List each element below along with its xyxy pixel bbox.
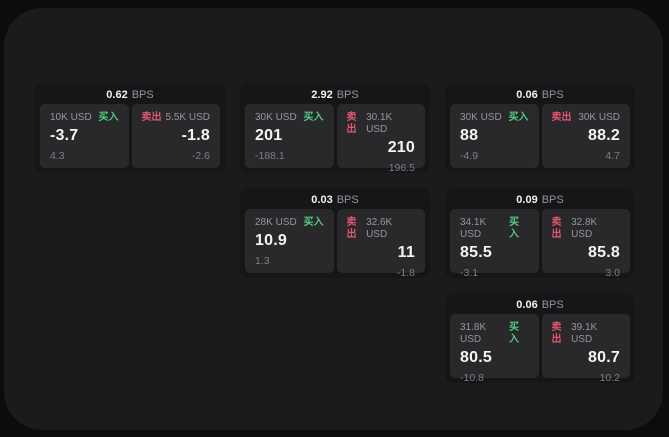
sell-cell[interactable]: 卖出 39.1K USD 80.7 10.2 xyxy=(541,314,630,384)
quote-card: 2.92 BPS 30K USD 买入 201 -188.1 卖出 30.1K … xyxy=(240,83,430,174)
bps-value: 0.06 xyxy=(516,298,538,311)
card-header: 0.06 BPS xyxy=(445,293,635,314)
buy-cell[interactable]: 30K USD 买入 88 -4.9 xyxy=(450,104,539,168)
sell-change: 10.2 xyxy=(599,372,620,384)
sell-side-label: 卖出 xyxy=(346,112,357,135)
buy-cell[interactable]: 28K USD 买入 10.9 1.3 xyxy=(245,209,334,273)
quote-card: 0.03 BPS 28K USD 买入 10.9 1.3 卖出 32.6K US… xyxy=(240,188,430,279)
quote-card: 0.09 BPS 34.1K USD 买入 85.5 -3.1 卖出 32.8K… xyxy=(445,188,635,279)
buy-cell[interactable]: 31.8K USD 买入 80.5 -10.8 xyxy=(450,314,539,384)
buy-change: 4.3 xyxy=(50,150,65,162)
sell-cell[interactable]: 卖出 32.8K USD 85.8 3.0 xyxy=(541,209,630,279)
buy-price: 80.5 xyxy=(460,349,492,366)
bps-value: 2.92 xyxy=(311,88,333,101)
bps-value: 0.62 xyxy=(106,88,128,101)
buy-change: -10.8 xyxy=(460,372,484,384)
bps-unit-label: BPS xyxy=(541,298,564,311)
buy-size-label: 30K USD xyxy=(255,112,297,123)
sell-size-label: 30.1K USD xyxy=(366,112,393,135)
sell-price: 11 xyxy=(397,244,415,261)
sell-cell[interactable]: 卖出 30.1K USD 210 196.5 xyxy=(336,104,425,174)
bps-value: 0.06 xyxy=(516,88,538,101)
buy-price: 88 xyxy=(460,127,479,144)
buy-side-label: 买入 xyxy=(98,112,119,123)
buy-size-label: 28K USD xyxy=(255,217,297,228)
bps-unit-label: BPS xyxy=(131,88,154,101)
sell-side-label: 卖出 xyxy=(551,322,562,345)
bps-unit-label: BPS xyxy=(336,88,359,101)
bps-unit-label: BPS xyxy=(541,193,564,206)
buy-side-label: 买入 xyxy=(303,217,324,228)
card-header: 2.92 BPS xyxy=(240,83,430,104)
sell-change: 196.5 xyxy=(388,162,415,174)
sell-price: 88.2 xyxy=(588,127,620,144)
sell-price: -1.8 xyxy=(181,127,210,144)
quote-card: 0.06 BPS 31.8K USD 买入 80.5 -10.8 卖出 39.1… xyxy=(445,293,635,384)
buy-size-label: 30K USD xyxy=(460,112,502,123)
buy-side-label: 买入 xyxy=(508,112,529,123)
bps-value: 0.03 xyxy=(311,193,333,206)
sell-price: 210 xyxy=(387,139,415,156)
buy-change: 1.3 xyxy=(255,255,270,267)
card-header: 0.62 BPS xyxy=(35,83,225,104)
sell-size-label: 39.1K USD xyxy=(571,322,598,345)
buy-cell[interactable]: 30K USD 买入 201 -188.1 xyxy=(245,104,334,168)
sell-side-label: 卖出 xyxy=(551,112,572,123)
buy-size-label: 10K USD xyxy=(50,112,92,123)
sell-side-label: 卖出 xyxy=(141,112,162,123)
sell-change: 4.7 xyxy=(605,150,620,162)
quote-card: 0.62 BPS 10K USD 买入 -3.7 4.3 卖出 5.5K USD… xyxy=(35,83,225,173)
sell-cell[interactable]: 卖出 32.6K USD 11 -1.8 xyxy=(336,209,425,279)
buy-side-label: 买入 xyxy=(508,322,519,345)
buy-price: 201 xyxy=(255,127,283,144)
card-header: 0.03 BPS xyxy=(240,188,430,209)
bps-unit-label: BPS xyxy=(336,193,359,206)
sell-price: 85.8 xyxy=(588,244,620,261)
buy-price: 10.9 xyxy=(255,232,287,249)
bps-unit-label: BPS xyxy=(541,88,564,101)
card-header: 0.09 BPS xyxy=(445,188,635,209)
sell-change: -2.6 xyxy=(191,150,210,162)
buy-side-label: 买入 xyxy=(508,217,519,240)
buy-cell[interactable]: 34.1K USD 买入 85.5 -3.1 xyxy=(450,209,539,279)
sell-size-label: 5.5K USD xyxy=(165,112,210,123)
buy-size-label: 31.8K USD xyxy=(460,322,487,345)
buy-change: -3.1 xyxy=(460,267,479,279)
buy-change: -188.1 xyxy=(255,150,285,162)
sell-cell[interactable]: 卖出 5.5K USD -1.8 -2.6 xyxy=(131,104,220,168)
buy-side-label: 买入 xyxy=(303,112,324,123)
buy-price: 85.5 xyxy=(460,244,492,261)
sell-change: -1.8 xyxy=(396,267,415,279)
sell-side-label: 卖出 xyxy=(551,217,562,240)
sell-size-label: 32.8K USD xyxy=(571,217,598,240)
quote-card: 0.06 BPS 30K USD 买入 88 -4.9 卖出 30K USD 8… xyxy=(445,83,635,173)
card-header: 0.06 BPS xyxy=(445,83,635,104)
buy-change: -4.9 xyxy=(460,150,479,162)
sell-size-label: 32.6K USD xyxy=(366,217,393,240)
sell-size-label: 30K USD xyxy=(578,112,620,123)
sell-side-label: 卖出 xyxy=(346,217,357,240)
buy-cell[interactable]: 10K USD 买入 -3.7 4.3 xyxy=(40,104,129,168)
bps-value: 0.09 xyxy=(516,193,538,206)
sell-cell[interactable]: 卖出 30K USD 88.2 4.7 xyxy=(541,104,630,168)
sell-price: 80.7 xyxy=(588,349,620,366)
sell-change: 3.0 xyxy=(605,267,620,279)
buy-price: -3.7 xyxy=(50,127,79,144)
buy-size-label: 34.1K USD xyxy=(460,217,487,240)
